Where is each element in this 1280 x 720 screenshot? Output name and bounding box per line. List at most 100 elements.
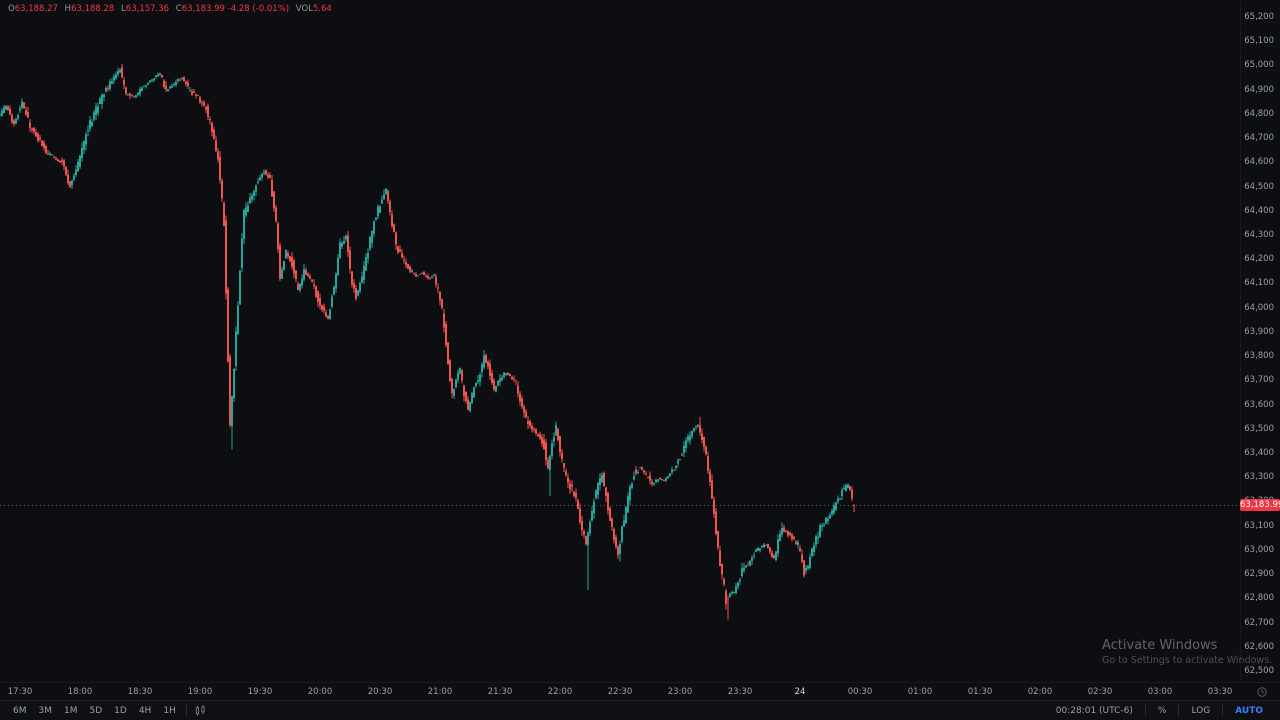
candle <box>361 271 363 284</box>
timeframe-button-5d[interactable]: 5D <box>89 705 103 716</box>
candle <box>143 85 145 88</box>
candle <box>545 438 547 466</box>
candle <box>159 72 161 77</box>
candle <box>77 158 79 173</box>
candle <box>791 533 793 542</box>
candle <box>133 95 135 98</box>
candle <box>685 436 687 453</box>
candle <box>153 78 155 83</box>
candle <box>433 273 435 277</box>
candle <box>681 452 683 456</box>
candle <box>823 522 825 528</box>
edit-intervals-icon[interactable] <box>194 704 207 717</box>
candle <box>517 380 519 398</box>
candle <box>275 204 277 224</box>
timeframe-button-1d[interactable]: 1D <box>114 705 127 716</box>
candle <box>311 279 313 283</box>
candle <box>549 454 551 497</box>
candle <box>655 478 657 484</box>
candle <box>613 527 615 544</box>
candle <box>777 534 779 557</box>
candle <box>197 94 199 97</box>
candle <box>697 424 699 428</box>
candle <box>601 472 603 483</box>
candle <box>65 166 67 177</box>
candle <box>465 391 467 404</box>
percent-scale-button[interactable]: % <box>1157 705 1167 716</box>
candle <box>319 293 321 310</box>
candle <box>705 445 707 456</box>
candle <box>531 423 533 433</box>
candle <box>195 93 197 99</box>
timeframe-button-1h[interactable]: 1H <box>163 705 176 716</box>
candle <box>555 421 557 436</box>
candle <box>41 139 43 147</box>
candle <box>817 531 819 545</box>
time-axis-label: 01:00 <box>907 687 933 697</box>
price-axis-label: 64,800 <box>1244 108 1274 119</box>
candle <box>829 512 831 519</box>
legend-close-value: 63,183.99 <box>181 4 225 14</box>
candle <box>717 530 719 551</box>
candle <box>69 180 71 189</box>
candle <box>617 544 619 559</box>
candle <box>201 100 203 107</box>
candle <box>71 179 73 189</box>
candle <box>645 471 647 476</box>
candle <box>805 564 807 574</box>
candle <box>605 486 607 502</box>
candle <box>37 131 39 143</box>
candle <box>383 189 385 200</box>
candle <box>39 135 41 142</box>
time-axis-label: 18:00 <box>67 687 93 697</box>
candlestick-chart[interactable] <box>0 0 1240 682</box>
candle <box>157 72 159 78</box>
candle <box>773 554 775 559</box>
candle <box>93 109 95 122</box>
candle <box>395 231 397 251</box>
candle <box>649 471 651 485</box>
price-axis[interactable]: 65,200 65,100 65,000 64,900 64,800 64,700 64,6… <box>1240 0 1280 682</box>
candle <box>255 184 257 197</box>
log-scale-button[interactable]: LOG <box>1191 705 1211 716</box>
timeframe-group: 6M 3M 1M 5D 1D 4H 1H <box>0 704 181 718</box>
candle <box>147 81 149 86</box>
time-axis[interactable]: 17:30 18:00 18:30 19:00 19:30 20:00 20:30 21:00… <box>0 682 1280 701</box>
candle <box>415 271 417 277</box>
auto-scale-button[interactable]: AUTO <box>1235 705 1263 716</box>
candle <box>557 427 559 442</box>
timeframe-button-4h[interactable]: 4H <box>138 705 152 716</box>
candle <box>607 491 609 515</box>
price-axis-label: 64,700 <box>1244 133 1274 144</box>
candle <box>167 88 169 93</box>
candle <box>509 373 511 377</box>
candle <box>317 289 319 307</box>
candle <box>469 401 471 413</box>
candle <box>703 436 705 452</box>
timeframe-button-1m[interactable]: 1M <box>64 705 78 716</box>
time-axis-label: 22:30 <box>607 687 633 697</box>
candle <box>525 409 527 419</box>
clock-display[interactable]: 00:28:01 (UTC-6) <box>1055 705 1133 716</box>
candle <box>449 359 451 382</box>
time-axis-label: 18:30 <box>127 687 153 697</box>
axis-settings-icon[interactable] <box>1256 686 1268 698</box>
candle <box>47 150 49 156</box>
candle <box>283 260 285 271</box>
candle <box>515 379 517 385</box>
candle <box>835 501 837 512</box>
candle <box>129 92 131 99</box>
candle <box>761 545 763 549</box>
timeframe-button-3m[interactable]: 3M <box>38 705 53 716</box>
candle <box>135 94 137 99</box>
candle <box>251 193 253 203</box>
timeframe-button-6m[interactable]: 6M <box>13 705 27 716</box>
candle <box>675 464 677 471</box>
candle <box>429 277 431 280</box>
price-axis-label: 64,500 <box>1244 181 1274 192</box>
toolbar-divider <box>185 705 187 716</box>
candle <box>573 490 575 498</box>
candle <box>643 469 645 475</box>
candle <box>511 375 513 380</box>
candle <box>671 466 673 475</box>
